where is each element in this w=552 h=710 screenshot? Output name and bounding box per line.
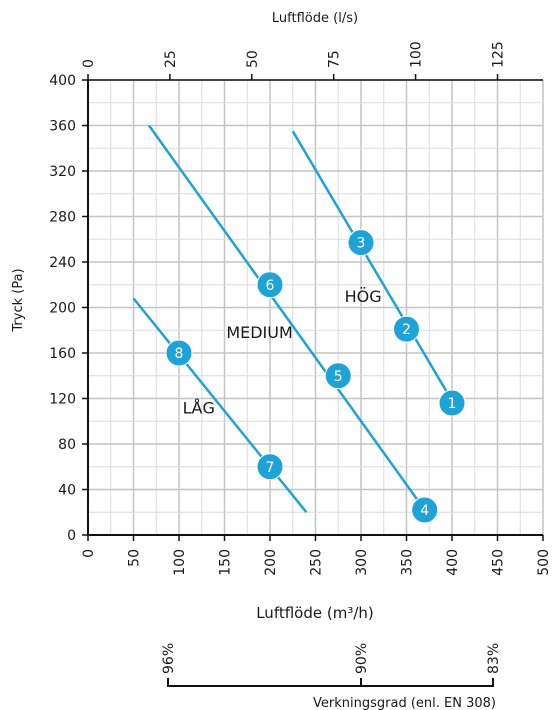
series-label: MEDIUM (226, 323, 292, 342)
x-tick-label: 300 (354, 549, 370, 576)
y-tick-label: 80 (58, 437, 76, 453)
y-tick-label: 320 (49, 164, 76, 180)
series-label: HÖG (345, 287, 382, 306)
efficiency-scale: 96% 90% 83% (161, 643, 502, 687)
x-tick-label: 500 (536, 549, 552, 576)
y-tick-label: 280 (49, 210, 76, 226)
x-tick-label: 150 (218, 549, 234, 576)
x-tick-label: 200 (263, 549, 279, 576)
x2-tick-label: 50 (245, 50, 261, 68)
y-tick-label: 200 (49, 301, 76, 317)
point-marker-label: 6 (266, 278, 275, 294)
point-marker-label: 2 (402, 322, 411, 338)
point-marker-label: 7 (266, 460, 275, 476)
x2-tick-label: 25 (163, 50, 179, 68)
x2-tick-label: 0 (81, 59, 97, 68)
x2-tick-label: 75 (327, 50, 343, 68)
y-tick-label: 0 (67, 528, 76, 544)
x2-axis-label: Luftflöde (l/s) (272, 11, 358, 26)
x-axis-label: Luftflöde (m³/h) (256, 604, 374, 622)
point-marker-label: 1 (448, 396, 457, 412)
series-labels: HÖG MEDIUM LÅG (183, 287, 382, 417)
point-marker-label: 3 (357, 236, 366, 252)
x2-tick-label: 100 (409, 41, 425, 68)
y-tick-label: 120 (49, 392, 76, 408)
x-tick-label: 450 (491, 549, 507, 576)
y-tick-label: 240 (49, 255, 76, 271)
point-marker-3 (347, 229, 375, 257)
grid (87, 79, 544, 536)
point-marker-label: 8 (175, 346, 184, 362)
point-marker-8 (165, 339, 193, 367)
efficiency-tick-label: 90% (354, 643, 370, 674)
point-marker-label: 5 (334, 369, 343, 385)
y-tick-label: 160 (49, 346, 76, 362)
point-marker-4 (411, 496, 439, 524)
y-tick-label: 40 (58, 483, 76, 499)
x-tick-label: 250 (309, 549, 325, 576)
x-tick-label: 0 (81, 549, 97, 558)
point-marker-6 (256, 271, 284, 299)
x-tick-label: 350 (400, 549, 416, 576)
series-line-medium (147, 124, 426, 511)
y-tick-label: 360 (49, 119, 76, 135)
y-axis-label: Tryck (Pa) (11, 268, 26, 332)
point-marker-5 (324, 362, 352, 390)
point-markers: 1 2 3 4 5 6 7 8 (165, 229, 466, 524)
x-tick-label: 50 (127, 549, 143, 567)
x-tick-label: 400 (445, 549, 461, 576)
series-label: LÅG (183, 398, 215, 417)
efficiency-tick-label: 96% (161, 643, 177, 674)
y-tick-label: 400 (49, 73, 76, 89)
x-tick-label: 100 (172, 549, 188, 576)
x2-tick-label: 125 (491, 41, 507, 68)
efficiency-label: Verkningsgrad (enl. EN 308) (313, 696, 496, 710)
point-marker-label: 4 (420, 503, 429, 519)
point-marker-2 (393, 315, 420, 343)
series-line-hg (291, 130, 454, 402)
efficiency-tick-label: 83% (486, 643, 502, 674)
point-marker-7 (256, 453, 284, 481)
point-marker-1 (438, 389, 466, 417)
